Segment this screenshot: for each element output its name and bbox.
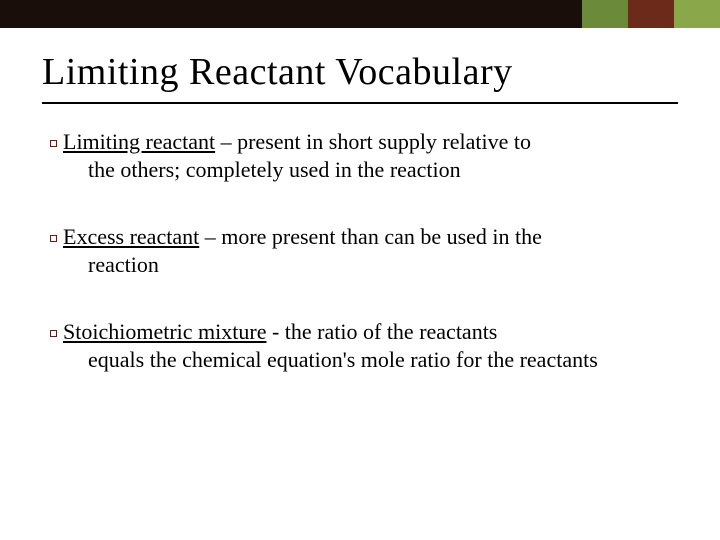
def-rest-1: reaction bbox=[50, 251, 678, 279]
def-first-2: the ratio of the reactants bbox=[285, 319, 498, 344]
vocab-entry-1: Excess reactant – more present than can … bbox=[42, 223, 678, 278]
slide-content: Limiting Reactant Vocabulary Limiting re… bbox=[0, 28, 720, 373]
sep-0: – bbox=[215, 129, 237, 154]
band-seg-2 bbox=[628, 0, 674, 28]
title-underline bbox=[42, 102, 678, 104]
sep-2: - bbox=[266, 319, 284, 344]
term-1: Excess reactant bbox=[63, 224, 199, 249]
band-seg-3 bbox=[674, 0, 720, 28]
bullet-icon bbox=[50, 330, 57, 337]
def-first-1: more present than can be used in the bbox=[221, 224, 542, 249]
term-2: Stoichiometric mixture bbox=[63, 319, 266, 344]
def-first-0: present in short supply relative to bbox=[237, 129, 531, 154]
term-0: Limiting reactant bbox=[63, 129, 215, 154]
def-rest-0: the others; completely used in the react… bbox=[50, 156, 678, 184]
decorative-top-band bbox=[0, 0, 720, 28]
sep-1: – bbox=[199, 224, 221, 249]
vocab-entry-2: Stoichiometric mixture - the ratio of th… bbox=[42, 318, 678, 373]
slide-title: Limiting Reactant Vocabulary bbox=[42, 50, 678, 94]
vocab-entry-0: Limiting reactant – present in short sup… bbox=[42, 128, 678, 183]
band-seg-1 bbox=[582, 0, 628, 28]
band-left bbox=[0, 0, 582, 28]
def-rest-2: equals the chemical equation's mole rati… bbox=[50, 346, 678, 374]
bullet-icon bbox=[50, 235, 57, 242]
bullet-icon bbox=[50, 140, 57, 147]
